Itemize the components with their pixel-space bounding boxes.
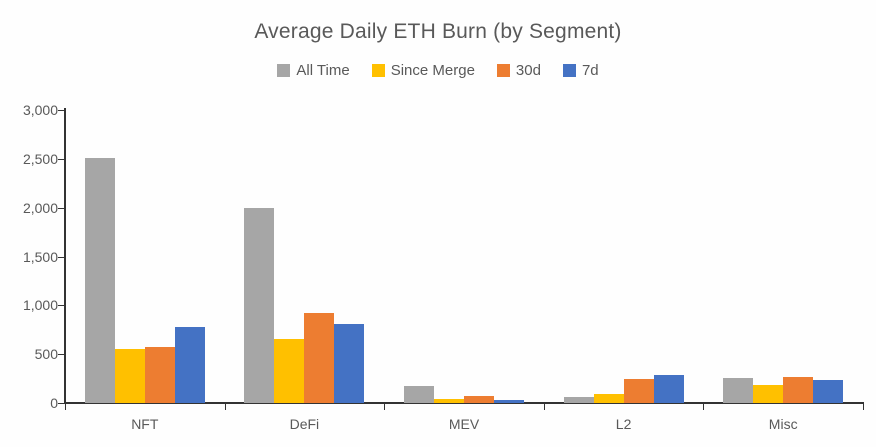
legend-item-all-time: All Time <box>277 62 350 79</box>
bar-mev-all-time <box>404 386 434 403</box>
bar-defi-all-time <box>244 207 275 403</box>
bar-defi-7d <box>334 324 365 403</box>
x-axis-tick-mark <box>703 404 705 410</box>
x-axis-category-label: L2 <box>615 416 632 432</box>
bar-l2-7d <box>653 374 684 403</box>
bar-nft-7d <box>174 326 205 403</box>
bar-l2-all-time <box>563 396 594 403</box>
legend-label: Since Merge <box>390 62 475 79</box>
bar-misc-30d <box>783 377 814 403</box>
y-axis-tick-mark <box>58 305 64 307</box>
y-axis-tick-label: 1,500 <box>22 248 58 265</box>
x-axis-tick-mark <box>224 404 226 410</box>
y-axis-tick-label: 2,500 <box>22 150 58 167</box>
legend-item-30d: 30d <box>496 62 541 79</box>
x-axis-tick-mark <box>65 404 66 410</box>
y-axis-tick-mark <box>58 256 64 258</box>
y-axis-tick-mark <box>58 110 64 111</box>
x-axis-category-label: Misc <box>768 416 798 432</box>
x-axis-category-label: MEV <box>448 416 480 432</box>
y-axis-tick-label: 1,000 <box>22 297 58 314</box>
bar-mev-30d <box>464 396 494 403</box>
bar-defi-since-merge <box>274 338 305 403</box>
legend-swatch-icon <box>277 64 291 77</box>
y-axis-tick-label: 500 <box>34 346 58 363</box>
x-axis-tick-mark <box>863 404 864 410</box>
y-axis-tick-label: 0 <box>50 395 58 411</box>
y-axis-line <box>64 108 66 404</box>
legend-swatch-icon <box>371 64 385 77</box>
x-axis-tick-mark <box>543 404 545 410</box>
legend-label: All Time <box>296 62 350 79</box>
chart-legend: All Time Since Merge 30d 7d <box>0 62 876 79</box>
bar-mev-7d <box>494 400 524 403</box>
legend-swatch-icon <box>562 64 576 77</box>
y-axis-tick-label: 3,000 <box>22 102 58 118</box>
y-axis-tick-mark <box>58 207 64 209</box>
bar-misc-all-time <box>723 378 754 403</box>
plot-area <box>65 110 863 403</box>
y-axis-tick-label: 2,000 <box>22 199 58 216</box>
legend-label: 30d <box>515 62 541 79</box>
y-axis-tick-mark <box>58 158 64 160</box>
bar-defi-30d <box>304 313 335 403</box>
bar-mev-since-merge <box>434 398 464 403</box>
bar-nft-all-time <box>84 157 115 403</box>
bar-l2-since-merge <box>593 394 624 403</box>
bar-misc-7d <box>813 380 844 403</box>
bar-misc-since-merge <box>753 384 784 403</box>
legend-item-7d: 7d <box>562 62 599 79</box>
x-axis-tick-mark <box>384 404 386 410</box>
y-axis-tick-mark <box>58 354 64 356</box>
y-axis-tick-mark <box>58 403 64 404</box>
x-axis-category-label: NFT <box>131 416 159 432</box>
x-axis-line <box>64 402 864 404</box>
legend-swatch-icon <box>496 64 510 77</box>
x-axis-category-label: DeFi <box>289 416 320 432</box>
legend-item-since-merge: Since Merge <box>371 62 475 79</box>
bar-nft-30d <box>144 346 175 403</box>
bar-l2-30d <box>623 379 654 403</box>
bar-nft-since-merge <box>114 348 145 403</box>
chart-title: Average Daily ETH Burn (by Segment) <box>254 20 622 43</box>
legend-label: 7d <box>581 62 599 79</box>
